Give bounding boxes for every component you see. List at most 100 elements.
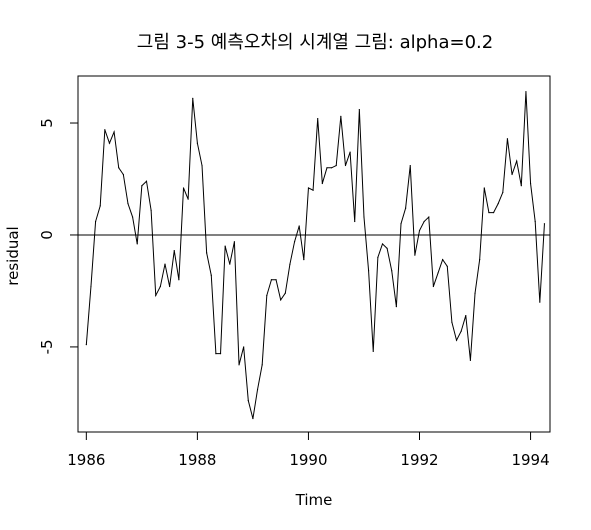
x-tick-label: 1988 (178, 451, 216, 469)
data-point (219, 353, 222, 355)
data-point (113, 131, 115, 133)
data-point (511, 173, 513, 176)
data-point (303, 259, 305, 261)
x-tick-label: 1992 (400, 451, 438, 469)
data-point (164, 263, 166, 265)
data-point (418, 229, 421, 232)
y-axis-label: residual (4, 226, 22, 285)
data-point (94, 220, 97, 223)
data-point (169, 285, 171, 288)
data-point (502, 191, 504, 194)
data-point (409, 164, 411, 167)
data-point (215, 353, 217, 355)
data-point (335, 164, 337, 167)
data-point (150, 209, 152, 211)
data-point (391, 270, 393, 272)
data-point (321, 182, 323, 185)
data-point (492, 211, 495, 214)
data-point (520, 185, 522, 187)
data-point (483, 187, 485, 189)
data-point (266, 294, 268, 297)
data-point (312, 189, 314, 191)
data-point (210, 274, 212, 276)
data-point (206, 252, 208, 254)
data-point (455, 339, 458, 341)
data-point (330, 167, 333, 169)
data-point (340, 115, 342, 117)
data-point (326, 167, 328, 169)
data-point (363, 216, 365, 218)
data-point (284, 292, 286, 294)
data-point (155, 294, 157, 297)
data-point (182, 187, 185, 189)
data-point (525, 91, 527, 93)
data-point (201, 164, 203, 167)
data-point (479, 259, 481, 261)
data-point (344, 164, 347, 167)
data-point (474, 292, 476, 294)
data-point (506, 138, 509, 140)
data-point (405, 207, 407, 209)
data-point (349, 151, 351, 153)
data-point (460, 330, 462, 332)
data-point (233, 241, 236, 243)
data-point (400, 223, 402, 225)
data-point (465, 314, 467, 317)
data-point (127, 203, 129, 205)
data-point (423, 220, 425, 223)
data-point (141, 185, 143, 187)
data-point (118, 167, 120, 169)
data-point (497, 203, 499, 205)
y-tick-label: 0 (38, 230, 56, 240)
x-tick-label: 1994 (511, 451, 549, 469)
data-point (368, 270, 370, 272)
data-point (354, 220, 356, 223)
data-point (159, 285, 161, 288)
y-tick-label: 5 (38, 118, 56, 128)
data-point (414, 254, 416, 256)
data-point (539, 301, 541, 303)
data-point (238, 364, 240, 366)
data-point (372, 350, 374, 352)
data-point (187, 198, 189, 200)
data-point (543, 223, 546, 225)
data-point (529, 182, 532, 185)
data-point (136, 243, 138, 245)
data-point (428, 216, 430, 218)
data-point (275, 279, 277, 281)
y-tick-label: -5 (38, 339, 56, 354)
data-point (307, 187, 310, 189)
data-point (442, 259, 444, 261)
data-point (377, 256, 379, 258)
x-tick-label: 1990 (289, 451, 327, 469)
data-point (395, 306, 397, 308)
data-point (145, 180, 148, 182)
data-point (280, 299, 282, 301)
data-point (469, 359, 472, 361)
y-axis: -5 0 5 (38, 118, 79, 354)
data-point (173, 250, 175, 252)
data-point (534, 220, 536, 223)
data-point (99, 205, 101, 207)
data-point (90, 285, 92, 288)
data-point (252, 417, 254, 420)
data-point (289, 263, 291, 265)
data-point (488, 211, 490, 214)
data-point (358, 108, 360, 111)
data-point (178, 279, 180, 281)
data-point (298, 225, 300, 227)
data-point (317, 117, 319, 120)
data-point (108, 142, 111, 144)
residual-series-line (85, 91, 545, 419)
data-point (386, 247, 388, 249)
data-point (104, 129, 106, 131)
data-point (261, 364, 263, 366)
data-point (293, 241, 296, 243)
data-point (196, 142, 198, 144)
data-point (270, 279, 273, 281)
data-point (243, 346, 245, 348)
data-point (192, 97, 194, 99)
data-point (132, 216, 134, 218)
data-point (224, 245, 226, 247)
